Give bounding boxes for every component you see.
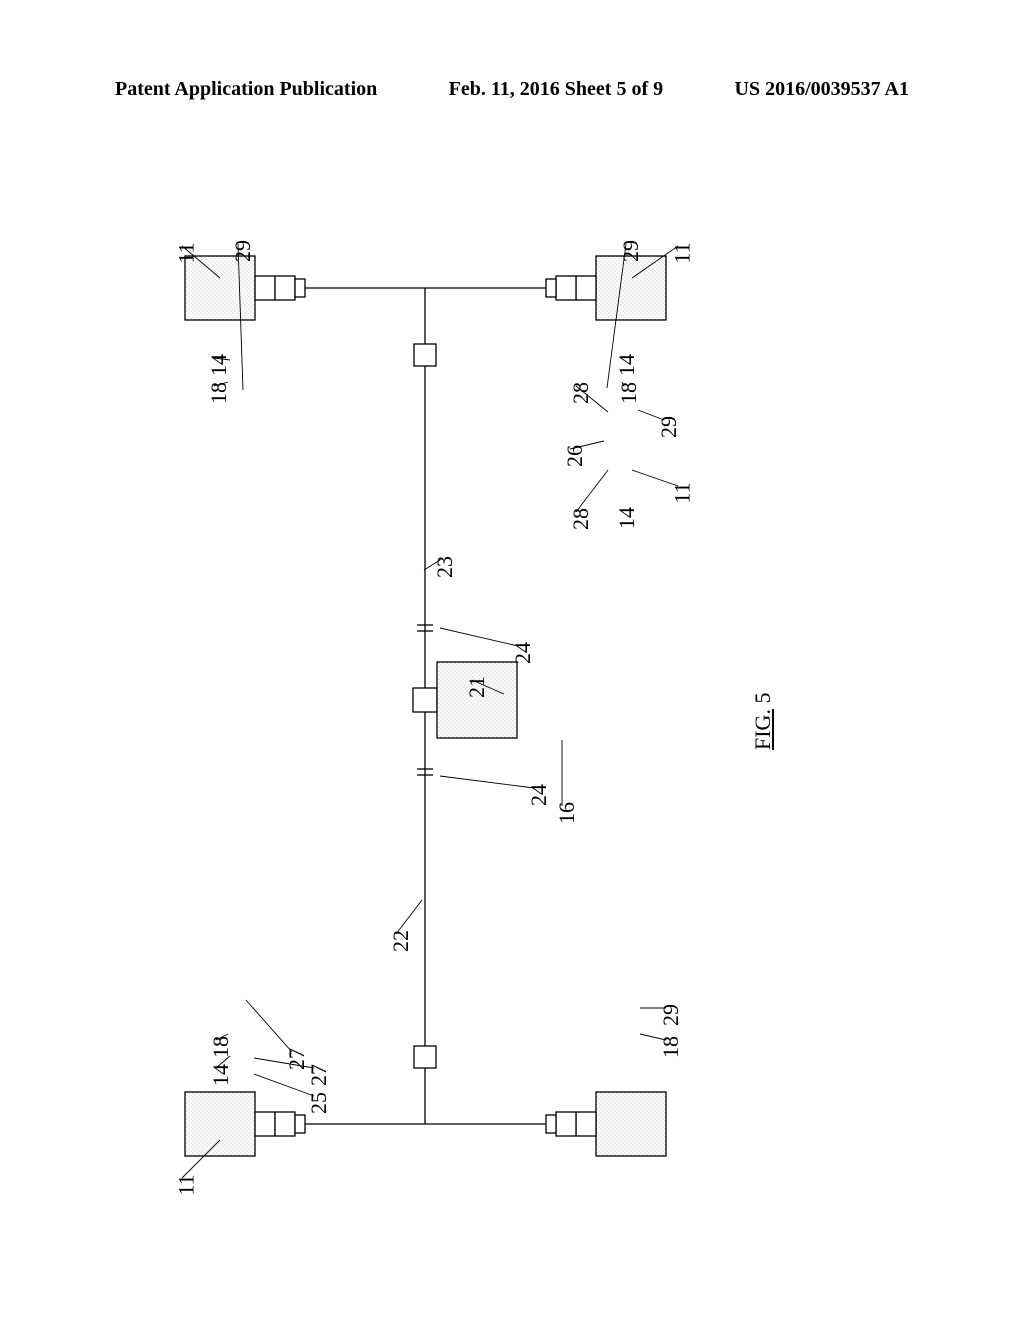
ref-numeral: 23 xyxy=(432,556,458,578)
ref-numeral: 11 xyxy=(174,1174,200,1195)
ref-numeral: 29 xyxy=(618,240,644,262)
ref-numeral: 27 xyxy=(306,1064,332,1086)
ref-numeral: 28 xyxy=(568,508,594,530)
patent-page: Patent Application Publication Feb. 11, … xyxy=(0,0,1024,1320)
ref-numeral: 29 xyxy=(656,416,682,438)
ref-numeral: 14 xyxy=(206,354,232,376)
ref-numeral: 11 xyxy=(174,242,200,263)
ref-numeral: 26 xyxy=(562,445,588,467)
ref-numeral: 21 xyxy=(464,676,490,698)
ref-numeral: 24 xyxy=(526,784,552,806)
ref-numeral: 22 xyxy=(388,930,414,952)
ref-numeral: 14 xyxy=(614,507,640,529)
ref-numeral: 11 xyxy=(670,482,696,503)
ref-numeral: 29 xyxy=(658,1004,684,1026)
ref-numeral: 18 xyxy=(206,382,232,404)
ref-numeral: 25 xyxy=(306,1092,332,1114)
ref-numeral: 14 xyxy=(614,354,640,376)
ref-numeral: 18 xyxy=(658,1036,684,1058)
ref-numeral: 14 xyxy=(208,1064,234,1086)
ref-numeral: 24 xyxy=(510,642,536,664)
ref-numeral: 16 xyxy=(554,802,580,824)
ref-numeral: 18 xyxy=(616,382,642,404)
ref-numeral: 28 xyxy=(568,382,594,404)
ref-numeral: 18 xyxy=(208,1036,234,1058)
ref-numeral: 11 xyxy=(670,242,696,263)
ref-numeral: 29 xyxy=(230,240,256,262)
